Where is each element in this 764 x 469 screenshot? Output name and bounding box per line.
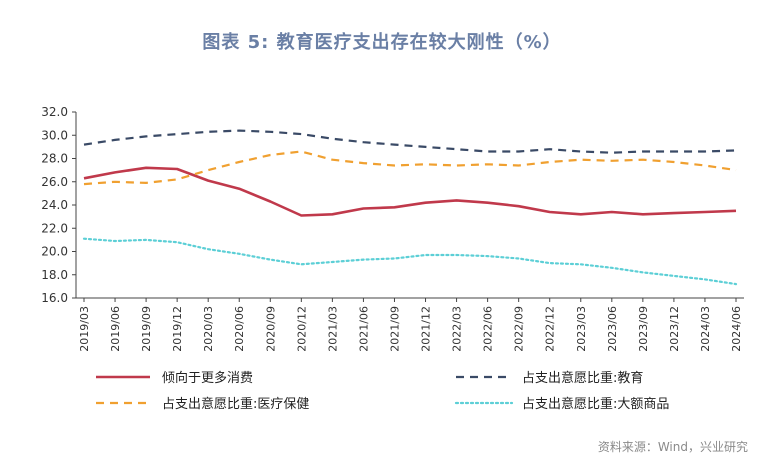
y-tick-label: 30.0 <box>41 128 68 142</box>
x-tick-label: 2024/03 <box>699 306 712 352</box>
x-tick-label: 2019/12 <box>171 306 184 352</box>
chart-title: 图表 5: 教育医疗支出存在较大刚性（%） <box>202 32 562 53</box>
x-tick-label: 2019/09 <box>140 306 153 352</box>
x-tick-label: 2021/06 <box>357 306 370 352</box>
legend-label: 占支出意愿比重:医疗保健 <box>162 396 309 412</box>
x-tick-label: 2022/06 <box>482 306 495 352</box>
legend-label: 占支出意愿比重:大额商品 <box>522 396 669 412</box>
x-tick-label: 2019/06 <box>109 306 122 352</box>
series-lines <box>82 129 738 286</box>
y-tick-label: 28.0 <box>41 152 68 166</box>
y-tick-label: 24.0 <box>41 198 68 212</box>
x-tick-label: 2023/12 <box>668 306 681 352</box>
series-line <box>83 150 737 186</box>
x-axis: 2019/03 2019/06 2019/09 2019/12 2020/03 2020/… <box>76 297 744 352</box>
y-tick-label: 22.0 <box>41 221 68 235</box>
legend-label: 占支出意愿比重:教育 <box>522 370 643 386</box>
x-tick-label: 2022/12 <box>544 306 557 352</box>
y-tick-label: 16.0 <box>41 291 68 305</box>
x-tick-label: 2021/09 <box>388 306 401 352</box>
series-line <box>83 129 737 154</box>
x-tick-label: 2020/09 <box>264 306 277 352</box>
x-tick-label: 2020/06 <box>233 306 246 352</box>
series-line <box>83 166 737 217</box>
legend-label: 倾向于更多消费 <box>162 370 253 386</box>
y-tick-label: 20.0 <box>41 245 68 259</box>
y-tick-label: 26.0 <box>41 175 68 189</box>
x-tick-label: 2023/06 <box>606 306 619 352</box>
x-tick-label: 2021/03 <box>326 306 339 352</box>
x-tick-label: 2022/03 <box>451 306 464 352</box>
x-tick-label: 2020/03 <box>202 306 215 352</box>
series-line <box>82 237 738 286</box>
y-tick-label: 18.0 <box>41 268 68 282</box>
y-axis: 16.0 18.0 20.0 22.0 24.0 26.0 28.0 30.0 32.0 <box>41 105 77 305</box>
x-tick-label: 2021/12 <box>420 306 433 352</box>
x-tick-label: 2023/09 <box>637 306 650 352</box>
x-tick-label: 2024/06 <box>730 306 743 352</box>
source-note: 资料来源：Wind，兴业研究 <box>597 440 748 454</box>
x-tick-label: 2020/12 <box>295 306 308 352</box>
y-tick-label: 32.0 <box>41 105 68 119</box>
x-tick-label: 2022/09 <box>513 306 526 352</box>
x-tick-label: 2023/03 <box>575 306 588 352</box>
x-tick-label: 2019/03 <box>78 306 91 352</box>
